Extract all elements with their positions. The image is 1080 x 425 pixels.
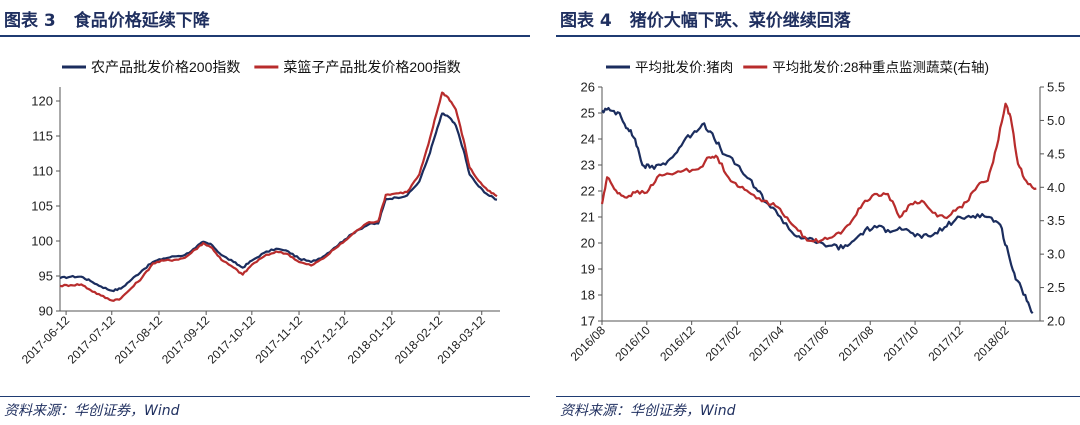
title-rule (556, 35, 1080, 37)
x-tick-label: 2017/08 (836, 323, 877, 364)
x-tick-label: 2017-08-12 (112, 313, 166, 367)
series-line-1 (601, 107, 1034, 314)
y-tick-label: 26 (581, 80, 595, 95)
series-line-2 (600, 102, 1037, 244)
footer-rule (0, 396, 530, 397)
x-tick-label: 2017-12-12 (298, 313, 352, 367)
y2-tick-label: 5.0 (1047, 113, 1065, 128)
y-tick-label: 21 (581, 210, 595, 225)
x-tick-label: 2017/02 (703, 323, 744, 364)
y-tick-label: 24 (581, 132, 595, 147)
x-tick-label: 2018-01-12 (345, 313, 399, 367)
y-tick-label: 120 (31, 94, 53, 109)
figure-title-text: 猪价大幅下跌、菜价继续回落 (629, 11, 851, 31)
x-tick-label: 2017/10 (881, 323, 922, 364)
y-tick-label: 100 (31, 234, 53, 249)
y-tick-label: 95 (39, 269, 53, 284)
x-tick-label: 2017-07-12 (65, 313, 119, 367)
y2-tick-label: 2.0 (1047, 314, 1065, 329)
x-tick-label: 2017/12 (925, 323, 966, 364)
y-tick-label: 20 (581, 236, 595, 251)
y2-tick-label: 3.0 (1047, 247, 1065, 262)
x-tick-label: 2018/02 (971, 323, 1012, 364)
y-tick-label: 105 (31, 199, 53, 214)
y2-tick-label: 4.5 (1047, 146, 1065, 161)
legend-label-1: 农产品批发价格200指数 (91, 59, 240, 75)
x-tick-label: 2017/06 (791, 323, 832, 364)
source-note: 资料来源：华创证券，Wind (560, 403, 736, 419)
figure-number: 图表 4 (560, 11, 612, 31)
y2-tick-label: 3.5 (1047, 213, 1065, 228)
x-tick-label: 2016/12 (657, 323, 698, 364)
footer-rule (556, 396, 1080, 397)
y-tick-label: 115 (32, 129, 53, 144)
y-tick-label: 22 (581, 184, 595, 199)
figure-title: 图表 3 食品价格延续下降 (4, 6, 210, 31)
panel-food-price-index: 图表 3 食品价格延续下降 90 95 100 105 110 115 120 2017-06-… (0, 0, 530, 425)
x-tick-label: 2017-06-12 (19, 313, 73, 367)
y-tick-label: 17 (581, 314, 595, 329)
line-chart-pork-vegetable: 17 18 19 20 21 22 23 24 25 26 2.0 2.5 3.0 3.5 4.0 4.5 5.… (568, 60, 1066, 364)
x-tick-label: 2017-09-12 (159, 313, 213, 367)
series-line-1 (59, 112, 498, 293)
y-tick-label: 110 (32, 164, 53, 179)
y2-tick-label: 4.0 (1047, 180, 1065, 195)
figure-number: 图表 3 (4, 11, 56, 31)
x-tick-label: 2017-11-12 (252, 313, 305, 366)
x-tick-label: 2016/08 (568, 323, 609, 364)
y-tick-label: 19 (581, 262, 595, 277)
y-tick-label: 25 (581, 106, 595, 121)
y2-tick-label: 5.5 (1047, 80, 1065, 95)
panel-pork-vegetable-price: 图表 4 猪价大幅下跌、菜价继续回落 17 18 19 20 21 22 23 24 25 26 2.… (556, 0, 1080, 425)
figure-title-text: 食品价格延续下降 (73, 11, 210, 31)
legend-label-1: 平均批发价:猪肉 (635, 60, 733, 75)
y-tick-label: 23 (581, 158, 595, 173)
legend-label-2: 菜篮子产品批发价格200指数 (283, 59, 460, 75)
x-tick-label: 2016/10 (612, 323, 653, 364)
y-tick-label: 90 (39, 304, 53, 319)
legend-label-2: 平均批发价:28种重点监测蔬菜(右轴) (772, 60, 989, 75)
y-tick-label: 18 (581, 288, 595, 303)
y2-tick-label: 2.5 (1047, 280, 1065, 295)
x-tick-label: 2017/04 (746, 323, 787, 364)
series-line-2 (59, 91, 498, 302)
title-rule (0, 35, 530, 37)
source-note: 资料来源：华创证券，Wind (4, 403, 180, 419)
line-chart-food-index: 90951001051101151202017-06-122017-07-122… (19, 59, 500, 367)
figure-title: 图表 4 猪价大幅下跌、菜价继续回落 (560, 6, 851, 31)
x-tick-label: 2017-10-12 (205, 313, 259, 367)
